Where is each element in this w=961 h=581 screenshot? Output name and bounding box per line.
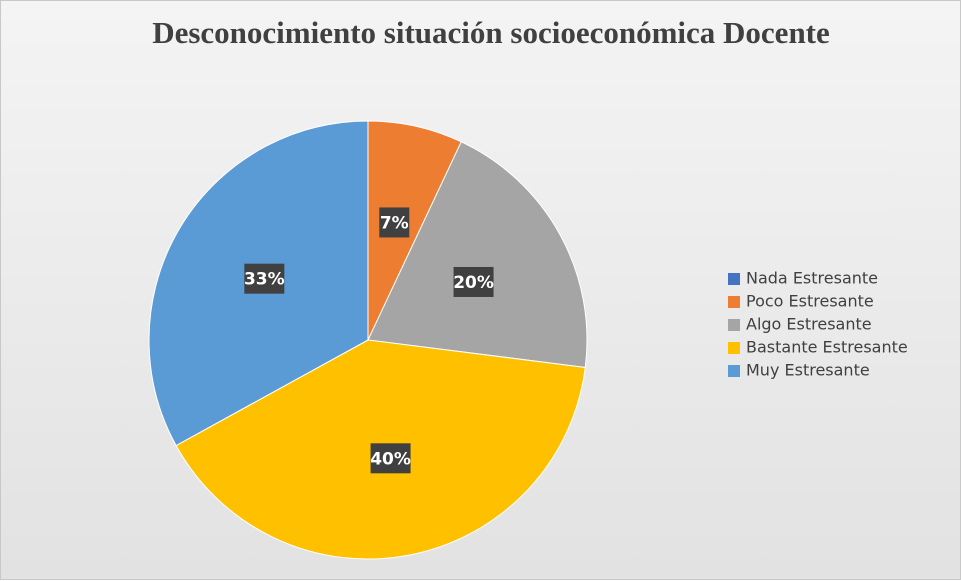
pie-slice (367, 141, 588, 369)
chart-title: Desconocimiento situación socioeconómica… (152, 15, 830, 50)
legend-label: Muy Estresante (746, 361, 870, 380)
legend-swatch (728, 319, 740, 331)
legend-label: Bastante Estresante (746, 338, 908, 357)
legend-swatch (728, 296, 740, 308)
legend-label: Nada Estresante (746, 269, 878, 288)
data-label: 7% (380, 213, 409, 233)
data-label-bg (370, 443, 411, 474)
data-label-bg (453, 266, 494, 297)
data-label-bg (244, 263, 285, 294)
legend-swatch (728, 342, 740, 354)
legend-label: Algo Estresante (746, 315, 872, 334)
data-label: 33% (244, 270, 285, 290)
data-label: 40% (370, 449, 411, 469)
legend-swatch (728, 273, 740, 285)
legend-swatch (728, 365, 740, 377)
legend-label: Poco Estresante (746, 292, 874, 311)
data-label-bg (379, 207, 410, 238)
data-label: 20% (453, 273, 494, 293)
